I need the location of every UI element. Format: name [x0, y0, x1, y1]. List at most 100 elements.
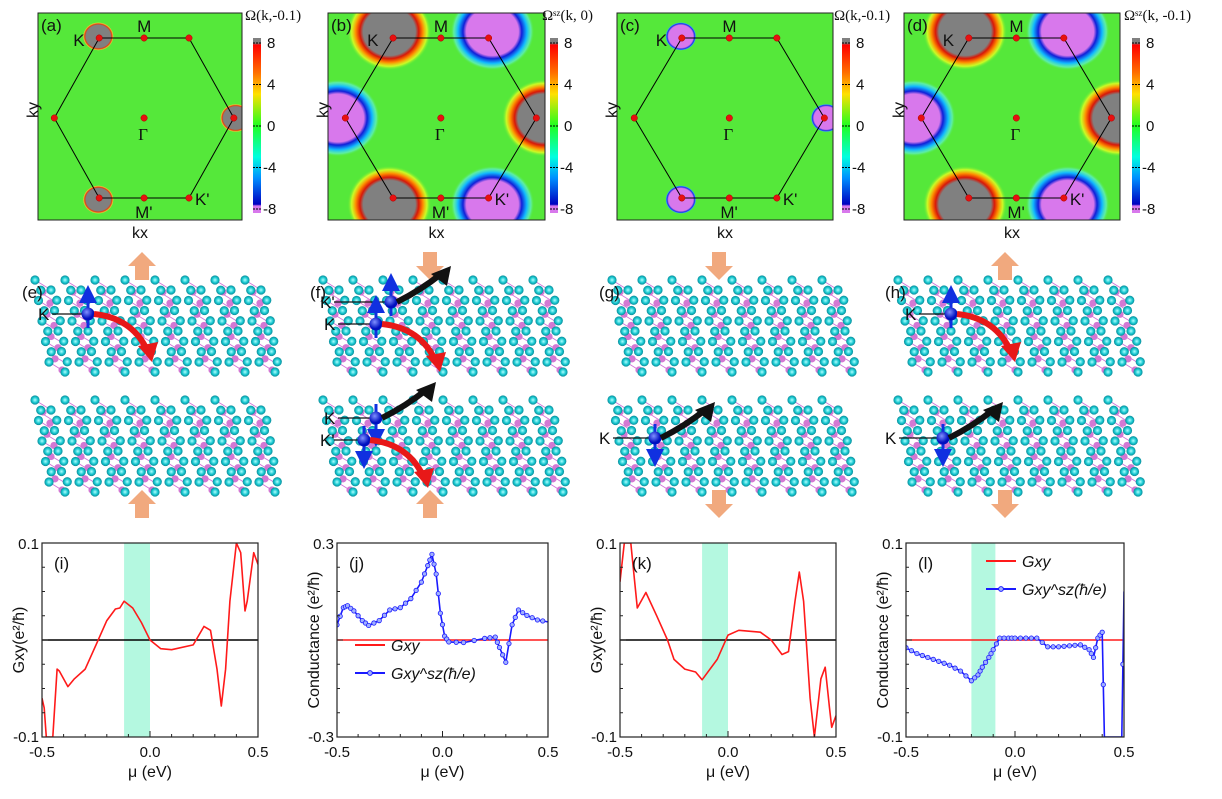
chalcogen-atom: [149, 456, 159, 466]
chalcogen-atom: [1022, 426, 1032, 436]
chalcogen-atom: [451, 326, 461, 336]
x-axis-label: μ (eV): [993, 764, 1037, 781]
chalcogen-atom: [1006, 326, 1016, 336]
chalcogen-atom: [179, 336, 189, 346]
chalcogen-atom: [498, 367, 508, 377]
chalcogen-atom: [730, 415, 741, 426]
chalcogen-atom: [74, 477, 84, 487]
chalcogen-atom: [933, 456, 944, 467]
chalcogen-atom: [760, 295, 771, 306]
chalcogen-atom: [1069, 466, 1080, 477]
chalcogen-atom: [760, 415, 771, 426]
chalcogen-atom: [696, 336, 706, 346]
x-tick-label: 0.0: [718, 744, 739, 761]
chalcogen-atom: [1008, 436, 1018, 446]
chalcogen-atom: [1056, 446, 1066, 456]
chalcogen-atom: [182, 477, 192, 487]
chalcogen-atom: [629, 415, 639, 425]
panel-label: (l): [918, 554, 933, 573]
chalcogen-atom: [756, 336, 766, 346]
chalcogen-atom: [789, 477, 799, 487]
electron: [81, 307, 95, 321]
panel-label: (g): [599, 283, 620, 302]
chalcogen-atom: [607, 275, 617, 285]
chalcogen-atom: [180, 487, 190, 497]
chalcogen-atom: [163, 446, 173, 456]
chalcogen-atom: [750, 326, 760, 336]
chalcogen-atom: [1073, 395, 1083, 405]
chalcogen-atom: [434, 466, 445, 477]
chalcogen-atom: [1046, 295, 1057, 306]
data-point: [1093, 645, 1099, 651]
chalcogen-atom: [318, 395, 328, 405]
chalcogen-atom: [79, 425, 90, 436]
chalcogen-atom: [976, 446, 986, 456]
chalcogen-atom: [846, 336, 856, 346]
chalcogen-atom: [331, 446, 341, 456]
chalcogen-atom: [643, 405, 653, 415]
chalcogen-atom: [992, 426, 1002, 436]
chalcogen-atom: [750, 446, 760, 456]
data-point: [427, 557, 433, 563]
chalcogen-atom: [220, 336, 231, 347]
chalcogen-atom: [139, 305, 150, 316]
chalcogen-atom: [85, 436, 95, 446]
chalcogen-atom: [690, 446, 700, 456]
chalcogen-atom: [344, 466, 355, 477]
chalcogen-atom: [113, 326, 123, 336]
chalcogen-atom: [787, 275, 797, 285]
chalcogen-atom: [172, 415, 182, 425]
chalcogen-atom: [240, 275, 250, 285]
chalcogen-atom: [992, 306, 1002, 316]
chalcogen-atom: [959, 405, 969, 415]
chalcogen-atom: [956, 295, 967, 306]
chalcogen-atom: [500, 477, 510, 487]
chalcogen-atom: [782, 316, 792, 326]
chalcogen-atom: [773, 467, 783, 477]
chalcogen-atom: [530, 357, 540, 367]
chalcogen-atom: [478, 456, 489, 467]
chalcogen-atom: [216, 285, 226, 295]
chalcogen-atom: [669, 477, 679, 487]
chalcogen-atom: [163, 326, 173, 336]
chalcogen-atom: [743, 347, 753, 357]
chalcogen-atom: [411, 415, 422, 426]
data-point: [408, 596, 414, 602]
chalcogen-atom: [202, 295, 212, 305]
chalcogen-atom: [364, 405, 374, 415]
colorbar-tick-label: 4: [856, 77, 864, 94]
chalcogen-atom: [806, 305, 817, 316]
chalcogen-atom: [452, 477, 462, 487]
chalcogen-atom: [364, 467, 374, 477]
chalcogen-atom: [377, 456, 387, 466]
chalcogen-atom: [620, 326, 630, 336]
chalcogen-atom: [955, 477, 965, 487]
point-label-k-prime: K': [783, 190, 798, 209]
chalcogen-atom: [922, 456, 932, 466]
chalcogen-atom: [36, 405, 46, 415]
panel-label: (f): [310, 283, 326, 302]
chalcogen-atom: [262, 415, 272, 425]
chalcogen-atom: [361, 326, 371, 336]
chalcogen-atom: [667, 367, 677, 377]
chalcogen-atom: [726, 336, 736, 346]
valley-label: K: [885, 429, 897, 448]
x-tick-label: -0.5: [607, 744, 633, 761]
chalcogen-atom: [404, 466, 415, 477]
chalcogen-atom: [557, 336, 567, 346]
chalcogen-atom: [60, 395, 70, 405]
chalcogen-atom: [1043, 395, 1053, 405]
chalcogen-atom: [693, 466, 704, 477]
point-label-k: K: [73, 31, 85, 50]
chalcogen-atom: [490, 415, 500, 425]
chalcogen-atom: [925, 357, 935, 367]
chalcogen-atom: [770, 326, 780, 336]
chalcogen-atom: [1008, 316, 1018, 326]
chalcogen-atom: [1013, 275, 1023, 285]
chalcogen-atom: [210, 275, 220, 285]
chalcogen-atom: [89, 456, 99, 466]
chalcogen-atom: [120, 395, 130, 405]
chalcogen-atom: [203, 446, 213, 456]
chalcogen-atom: [703, 285, 713, 295]
chalcogen-atom: [1043, 367, 1053, 377]
